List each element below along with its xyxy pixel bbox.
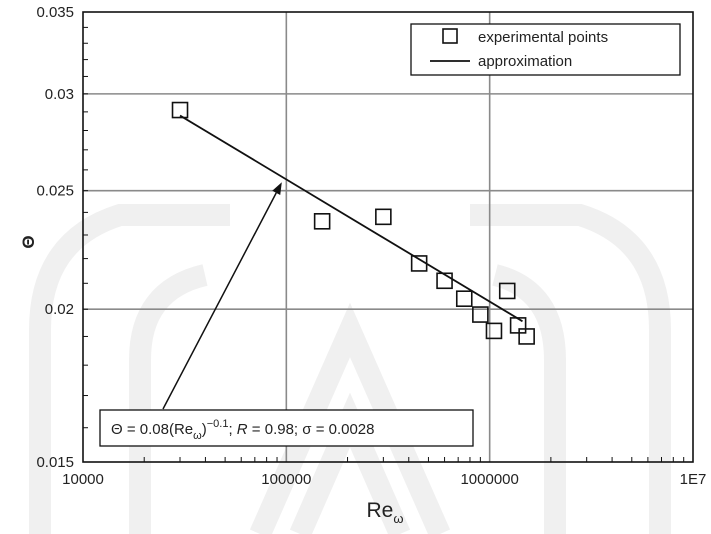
x-tick-label: 10000 xyxy=(62,471,104,488)
approximation-line-segment xyxy=(179,114,523,323)
approximation-line xyxy=(179,114,523,323)
annotation-arrow-head xyxy=(272,182,282,195)
data-point-marker xyxy=(498,282,516,300)
legend-marker-square xyxy=(442,28,458,44)
y-tick-label: 0.035 xyxy=(36,4,74,21)
plot-frame xyxy=(82,11,694,463)
y-tick-label: 0.03 xyxy=(45,86,74,103)
x-tick-label: 1E7 xyxy=(680,471,707,488)
annotation-box xyxy=(99,409,474,447)
data-point-marker xyxy=(455,290,473,307)
data-point-marker xyxy=(375,208,392,226)
annotation: Θ = 0.08(Reω)−0.1; R = 0.98; σ = 0.0028 xyxy=(99,182,474,447)
y-axis-label: Θ xyxy=(19,235,38,248)
y-tick-label: 0.025 xyxy=(36,183,74,200)
data-point-marker xyxy=(171,101,189,119)
x-axis-label: Reω xyxy=(366,499,403,526)
annotation-formula: Θ = 0.08(Reω)−0.1; R = 0.98; σ = 0.0028 xyxy=(111,418,375,442)
annotation-arrow-line xyxy=(162,192,277,410)
legend-entry-experimental: experimental points xyxy=(478,29,608,46)
x-tick-label: 100000 xyxy=(261,471,311,488)
experimental-points xyxy=(171,101,535,345)
grid xyxy=(83,12,693,462)
watermark xyxy=(29,204,671,534)
data-point-marker xyxy=(436,272,453,290)
x-tick-label: 1000000 xyxy=(460,471,518,488)
data-point-marker xyxy=(509,317,527,334)
data-point-marker xyxy=(472,306,489,323)
x-tick-labels: 10000 100000 1000000 1E7 xyxy=(62,471,706,488)
legend-entry-approximation: approximation xyxy=(478,53,572,70)
y-tick-labels: 0.015 0.02 0.025 0.03 0.035 xyxy=(36,4,74,471)
legend: experimental points approximation xyxy=(410,23,681,76)
data-point-marker xyxy=(485,322,503,340)
y-tick-label: 0.02 xyxy=(45,301,74,318)
data-point-marker xyxy=(518,328,535,345)
y-tick-label: 0.015 xyxy=(36,454,74,471)
ticks xyxy=(83,11,685,463)
data-point-marker xyxy=(313,213,331,230)
data-point-marker xyxy=(410,255,428,272)
